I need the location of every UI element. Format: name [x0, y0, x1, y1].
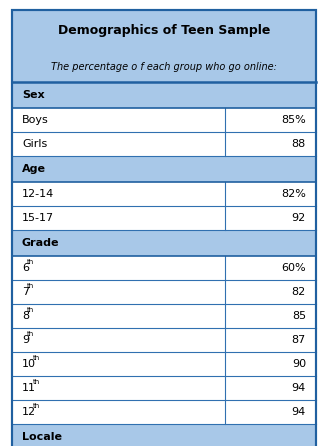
Text: th: th — [27, 331, 34, 337]
Text: 82: 82 — [292, 287, 306, 297]
Text: th: th — [27, 259, 34, 265]
Text: 85%: 85% — [281, 115, 306, 125]
Text: 6: 6 — [22, 263, 29, 273]
Text: Grade: Grade — [22, 238, 59, 248]
Bar — [12, 280, 316, 304]
Text: 87: 87 — [292, 335, 306, 345]
Text: 9: 9 — [22, 335, 29, 345]
Text: 94: 94 — [292, 383, 306, 393]
Text: 85: 85 — [292, 311, 306, 321]
Text: The percentage o f each group who go online:: The percentage o f each group who go onl… — [51, 62, 277, 72]
Text: 60%: 60% — [281, 263, 306, 273]
Text: th: th — [32, 403, 40, 409]
Bar — [12, 304, 316, 328]
Bar — [12, 10, 316, 52]
Bar — [12, 156, 316, 182]
Text: Girls: Girls — [22, 139, 47, 149]
Bar — [12, 328, 316, 352]
Text: 12-14: 12-14 — [22, 189, 54, 199]
Text: 15-17: 15-17 — [22, 213, 54, 223]
Text: th: th — [32, 379, 40, 385]
Bar — [12, 108, 316, 132]
Bar — [12, 52, 316, 82]
Bar — [12, 82, 316, 108]
Text: 11: 11 — [22, 383, 36, 393]
Text: 8: 8 — [22, 311, 29, 321]
Bar — [12, 230, 316, 256]
Text: Locale: Locale — [22, 432, 62, 442]
Text: th: th — [27, 307, 34, 313]
Text: 10: 10 — [22, 359, 36, 369]
Bar — [12, 182, 316, 206]
Text: 92: 92 — [292, 213, 306, 223]
Text: Age: Age — [22, 164, 46, 174]
Text: th: th — [32, 355, 40, 361]
Text: 94: 94 — [292, 407, 306, 417]
Text: Sex: Sex — [22, 90, 45, 100]
Text: 90: 90 — [292, 359, 306, 369]
Text: 88: 88 — [292, 139, 306, 149]
Text: Boys: Boys — [22, 115, 49, 125]
Text: 82%: 82% — [281, 189, 306, 199]
Text: Demographics of Teen Sample: Demographics of Teen Sample — [58, 25, 270, 37]
Text: 7: 7 — [22, 287, 29, 297]
Bar — [12, 352, 316, 376]
Text: 12: 12 — [22, 407, 36, 417]
Bar — [12, 376, 316, 400]
Bar — [12, 132, 316, 156]
Bar — [12, 400, 316, 424]
Bar — [12, 206, 316, 230]
Bar — [12, 256, 316, 280]
Bar — [12, 424, 316, 446]
Text: th: th — [27, 283, 34, 289]
